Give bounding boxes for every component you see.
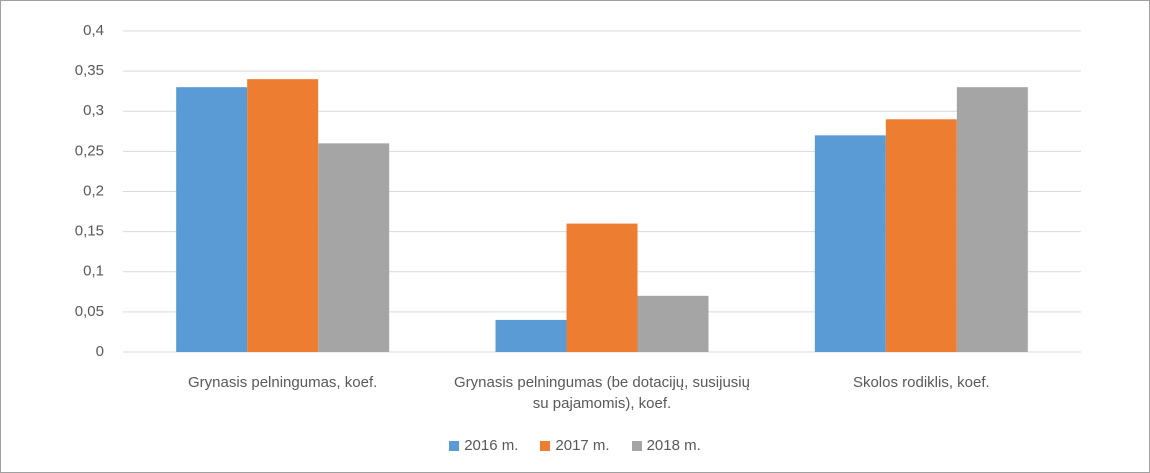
- bar: [814, 135, 886, 352]
- y-tick-label: 0,15: [75, 223, 104, 240]
- legend-label: 2018 m.: [646, 437, 701, 454]
- bar: [885, 119, 957, 353]
- bar: [247, 79, 319, 353]
- legend-item: 2018 m.: [631, 437, 701, 454]
- bar: [176, 87, 248, 353]
- y-tick-label: 0,25: [75, 142, 104, 159]
- x-tick-label: Skolos rodiklis, koef.: [852, 374, 990, 391]
- x-tick-label: Grynasis pelningumas (be dotacijų, susij…: [454, 374, 750, 412]
- y-tick-label: 0,4: [83, 22, 104, 39]
- bar: [318, 143, 390, 352]
- x-tick-label: Grynasis pelningumas, koef.: [188, 374, 378, 391]
- bar: [495, 319, 567, 352]
- bar: [637, 295, 709, 352]
- y-tick-label: 0,35: [75, 62, 104, 79]
- y-tick-label: 0,3: [83, 102, 104, 119]
- legend-swatch: [540, 440, 551, 451]
- legend-label: 2016 m.: [464, 437, 519, 454]
- bar: [566, 223, 638, 352]
- legend-label: 2017 m.: [555, 437, 610, 454]
- y-tick-label: 0,1: [83, 263, 104, 280]
- y-tick-label: 0,05: [75, 303, 104, 320]
- legend-item: 2016 m.: [449, 437, 518, 454]
- legend-item: 2017 m.: [540, 437, 610, 454]
- bar: [956, 87, 1028, 353]
- legend: 2016 m. 2017 m. 2018 m.: [1, 437, 1149, 454]
- y-tick-label: 0: [96, 343, 104, 360]
- legend-swatch: [449, 440, 460, 451]
- legend-swatch: [631, 440, 642, 451]
- y-tick-label: 0,2: [83, 182, 104, 199]
